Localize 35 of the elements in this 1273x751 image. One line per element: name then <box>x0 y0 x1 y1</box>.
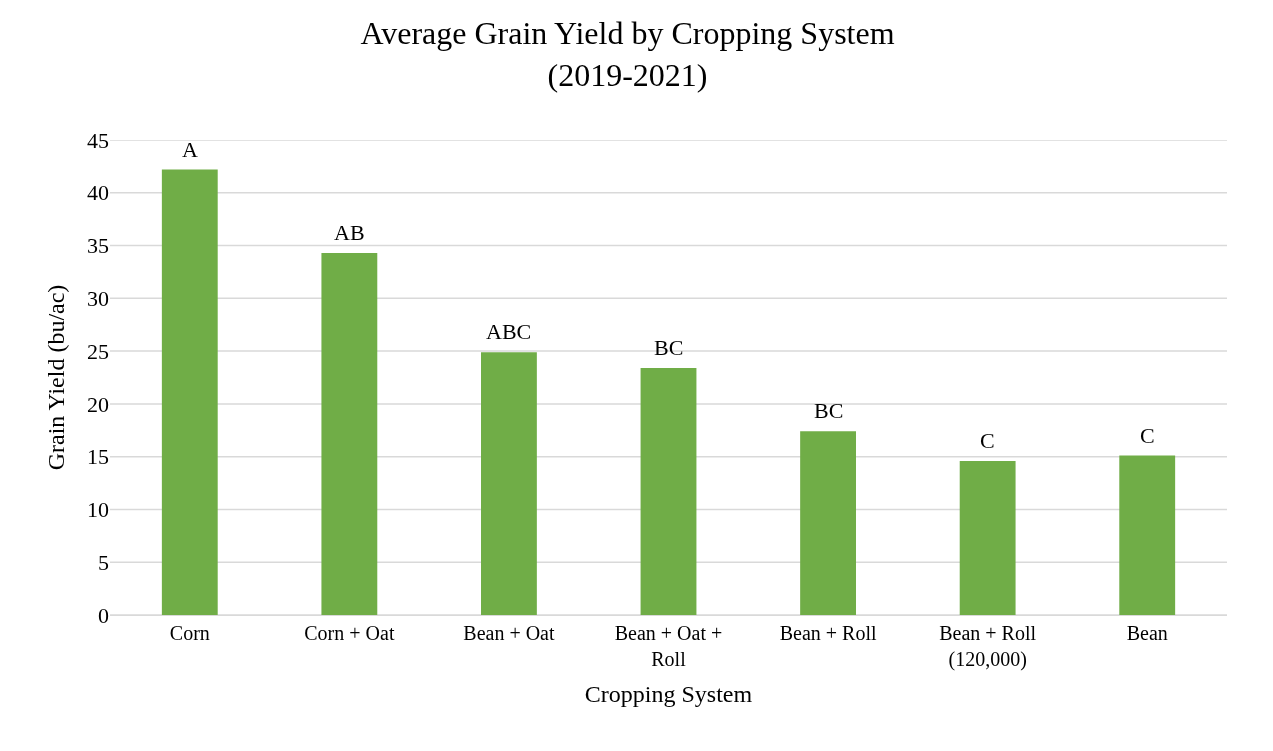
y-tick-label: 25 <box>87 338 109 364</box>
bar <box>640 368 697 615</box>
bar <box>161 169 218 615</box>
bar <box>800 431 856 615</box>
annotation: ABC <box>486 319 532 344</box>
annotation: A <box>182 137 198 162</box>
x-tick-label: Bean + Oat <box>463 622 555 644</box>
annotation: AB <box>334 220 365 245</box>
x-tick-label: Bean + Oat + Roll <box>614 622 723 670</box>
y-tick-label: 0 <box>98 602 109 628</box>
x-tick-label: Bean + Roll (120,000) <box>939 622 1037 671</box>
y-tick-label: 5 <box>98 549 109 575</box>
annotation: BC <box>814 398 844 423</box>
x-axis-title: Cropping System <box>584 681 753 708</box>
annotation: BC <box>654 335 684 360</box>
bar <box>1119 455 1176 615</box>
x-tick-label: Corn + Oat <box>304 622 395 644</box>
x-tick-label: Bean <box>1126 622 1168 644</box>
chart-subtitle: (2019-2021) <box>547 56 708 93</box>
bar <box>481 352 537 615</box>
bar <box>959 460 1016 615</box>
y-tick-label: 35 <box>87 233 109 259</box>
chart-title: Average Grain Yield by Cropping System <box>360 15 895 52</box>
x-tick-label: Bean + Roll <box>779 622 877 644</box>
bar <box>321 252 378 615</box>
y-tick-label: 40 <box>87 180 109 206</box>
y-tick-label: 15 <box>87 444 109 470</box>
y-tick-label: 20 <box>87 391 109 417</box>
y-tick-label: 45 <box>87 127 109 153</box>
y-tick-label: 10 <box>87 497 109 523</box>
y-tick-label: 30 <box>87 286 109 312</box>
annotation: C <box>1140 423 1155 448</box>
annotation: C <box>980 428 995 453</box>
y-axis-title: Grain Yield (bu/ac) <box>43 284 70 471</box>
x-tick-label: Corn <box>169 622 210 644</box>
